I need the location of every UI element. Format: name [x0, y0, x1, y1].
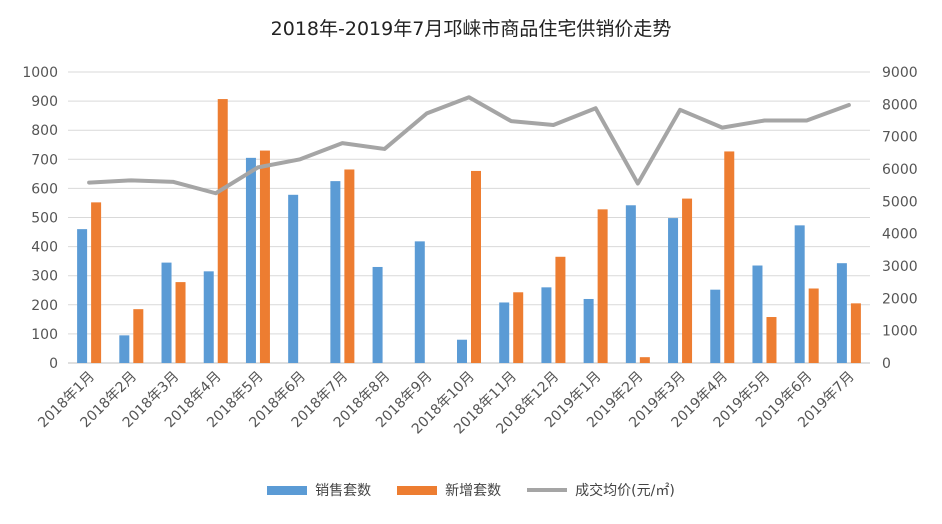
y-left-tick-label: 700 — [31, 152, 58, 168]
y-left-tick-label: 1000 — [22, 65, 58, 81]
bar-sales — [836, 263, 847, 363]
bar-sales — [77, 229, 88, 363]
price-line — [87, 95, 851, 196]
legend-swatch-price — [527, 488, 568, 492]
bar-sales — [625, 205, 636, 363]
price-point — [806, 120, 808, 121]
legend-swatch-new — [397, 485, 438, 495]
price-point — [468, 96, 470, 98]
legend-label-price: 成交均价(元/㎡) — [575, 483, 675, 499]
bar-sales — [288, 194, 299, 363]
price-point — [510, 120, 512, 122]
y-right-tick-label: 3000 — [882, 259, 918, 275]
bar-sales — [668, 218, 679, 363]
price-point — [679, 109, 681, 111]
bar-new — [259, 150, 270, 363]
legend: 销售套数 新增套数 成交均价(元/㎡) — [0, 480, 942, 500]
bar-sales — [161, 262, 172, 363]
bar-new — [850, 303, 861, 363]
legend-item-price: 成交均价(元/㎡) — [527, 480, 675, 500]
bar-sales — [203, 271, 214, 363]
bar-sales — [541, 287, 552, 363]
y-right-tick-label: 6000 — [882, 162, 918, 178]
bar-sales — [499, 302, 510, 363]
y-right-tick-label: 4000 — [882, 227, 918, 243]
y-left-tick-label: 200 — [31, 298, 58, 314]
bar-sales — [372, 266, 383, 363]
y-left-tick-label: 400 — [31, 240, 58, 256]
price-point — [763, 120, 765, 121]
chart-title: 2018年-2019年7月邛崃市商品住宅供销价走势 — [270, 18, 672, 40]
legend-swatch-sales — [267, 485, 308, 495]
bar-new — [91, 202, 102, 363]
price-point — [595, 107, 597, 109]
y-right-tick-label: 9000 — [882, 65, 918, 81]
y-left-tick-label: 500 — [31, 211, 58, 227]
price-point — [215, 192, 217, 194]
price-point — [637, 183, 639, 185]
price-point — [173, 181, 175, 183]
bar-new — [682, 198, 693, 363]
legend-label-sales: 销售套数 — [315, 483, 372, 499]
y-right-tick-label: 8000 — [882, 97, 918, 113]
y-left-tick-label: 0 — [49, 356, 58, 372]
bar-sales — [583, 298, 594, 363]
y-left-tick-label: 300 — [31, 269, 58, 285]
y-right-tick-label: 0 — [882, 356, 891, 372]
price-point — [88, 182, 90, 184]
bar-sales — [245, 157, 256, 363]
price-point — [426, 112, 428, 114]
legend-label-new: 新增套数 — [445, 483, 502, 499]
y-right-tick-label: 7000 — [882, 130, 918, 146]
bar-new — [639, 357, 650, 363]
y-left-tick-label: 900 — [31, 94, 58, 110]
price-point — [384, 148, 386, 150]
bar-new — [555, 256, 566, 363]
y-right-tick-label: 1000 — [882, 324, 918, 340]
bar-new — [344, 169, 355, 363]
bar-new — [217, 99, 228, 364]
bar-sales — [457, 339, 467, 363]
bar-sales — [794, 225, 805, 363]
y-left-tick-label: 800 — [31, 123, 58, 139]
price-point — [341, 142, 343, 144]
bar-sales — [752, 265, 763, 363]
y-left-tick-label: 100 — [31, 327, 58, 343]
price-point — [257, 166, 259, 168]
price-point — [848, 104, 850, 106]
bar-new — [724, 151, 735, 363]
bar-new — [513, 292, 524, 363]
price-point — [552, 124, 554, 126]
bar-new — [133, 309, 144, 363]
bar-sales — [414, 241, 425, 363]
bar-sales — [119, 335, 130, 363]
bar-new — [175, 282, 186, 363]
price-point — [130, 179, 132, 181]
y-right-tick-label: 5000 — [882, 194, 918, 210]
price-point — [299, 158, 301, 160]
y-left-tick-label: 600 — [31, 181, 58, 197]
bar-new — [471, 170, 481, 363]
legend-item-sales: 销售套数 — [267, 480, 371, 500]
bar-sales — [330, 181, 341, 363]
y-right-tick-label: 2000 — [882, 291, 918, 307]
bar-new — [808, 288, 819, 363]
price-point — [721, 127, 723, 129]
legend-item-new: 新增套数 — [397, 480, 501, 500]
bar-new — [597, 209, 608, 363]
bar-sales — [710, 289, 721, 363]
bar-new — [766, 317, 777, 363]
